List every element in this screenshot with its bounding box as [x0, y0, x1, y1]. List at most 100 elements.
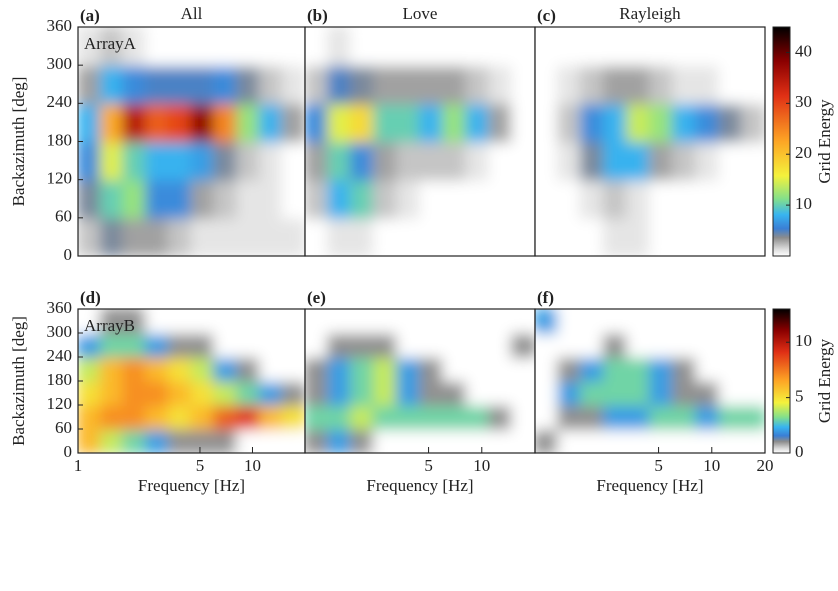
heatmap-cell: [535, 404, 559, 430]
heatmap-cell: [372, 404, 398, 430]
heatmap-cell: [99, 27, 125, 67]
heatmap-cell: [213, 380, 238, 406]
heatmap-cell: [535, 178, 559, 219]
heatmap-cell: [671, 332, 697, 358]
heatmap-cell: [122, 428, 147, 453]
heatmap-cell: [510, 216, 535, 256]
heatmap-cell: [281, 140, 305, 181]
heatmap-cell: [625, 140, 651, 181]
heatmap-cell: [258, 178, 284, 219]
heatmap-cell: [718, 27, 744, 67]
heatmap-cells: [535, 309, 765, 453]
heatmap-cell: [579, 404, 605, 430]
heatmap-cell: [649, 216, 675, 256]
heatmap-cell: [167, 216, 193, 256]
heatmap-cell: [695, 102, 721, 143]
heatmap-cell: [488, 27, 514, 67]
heatmap-cell: [305, 380, 329, 406]
heatmap-cell: [625, 216, 651, 256]
heatmap-cell: [281, 380, 305, 406]
heatmap-cell: [671, 102, 697, 143]
heatmap-cells: [305, 27, 535, 256]
heatmap-cell: [695, 140, 721, 181]
heatmap-cell: [281, 309, 305, 334]
heatmap-cell: [236, 356, 261, 382]
heatmap-area: [78, 309, 305, 453]
heatmap-cell: [718, 428, 744, 453]
heatmap-cell: [488, 64, 514, 105]
heatmap-cell: [488, 404, 514, 430]
heatmap-cell: [190, 428, 216, 453]
heatmap-cell: [649, 140, 675, 181]
heatmap-cell: [190, 102, 216, 143]
heatmap-cell: [395, 380, 421, 406]
heatmap-cell: [557, 102, 583, 143]
heatmap-cell: [740, 428, 765, 453]
heatmap-cell: [327, 309, 353, 334]
heatmap-cell: [740, 102, 765, 143]
heatmap-cell: [579, 309, 605, 334]
heatmap-cell: [236, 404, 261, 430]
y-tick-label: 360: [47, 16, 73, 35]
heatmap-cell: [671, 380, 697, 406]
heatmap-cell: [327, 216, 353, 256]
heatmap-cell: [441, 332, 467, 358]
heatmap-cell: [122, 356, 147, 382]
heatmap-cell: [535, 140, 559, 181]
heatmap-cell: [236, 64, 261, 105]
heatmap-cell: [258, 216, 284, 256]
heatmap-cell: [213, 216, 238, 256]
heatmap-cell: [465, 140, 491, 181]
colorbar-tick-label: 40: [795, 41, 812, 60]
heatmap-cell: [625, 309, 651, 334]
heatmap-cell: [510, 140, 535, 181]
heatmap-cell: [236, 332, 261, 358]
heatmap-cell: [649, 332, 675, 358]
heatmap-cell: [625, 428, 651, 453]
heatmap-cell: [671, 356, 697, 382]
heatmap-cell: [258, 428, 284, 453]
colorbar-tick-label: 20: [795, 143, 812, 162]
heatmap-cell: [510, 332, 535, 358]
colorbar-tick-label: 10: [795, 194, 812, 213]
heatmap-cell: [740, 380, 765, 406]
heatmap-cell: [213, 178, 238, 219]
heatmap-cell: [281, 332, 305, 358]
heatmap-cell: [557, 380, 583, 406]
heatmap-cell: [671, 140, 697, 181]
heatmap-cell: [213, 428, 238, 453]
heatmap-cell: [395, 102, 421, 143]
heatmap-cell: [441, 178, 467, 219]
heatmap-cell: [145, 102, 170, 143]
heatmap-cell: [671, 428, 697, 453]
y-tick-label: 360: [47, 298, 73, 317]
x-tick-label: 5: [424, 456, 433, 475]
panel-frame: [534, 26, 766, 257]
heatmap-cell: [78, 380, 102, 406]
heatmap-cell: [441, 64, 467, 105]
heatmap-cell: [122, 332, 147, 358]
heatmap-cell: [349, 309, 375, 334]
heatmap-cell: [441, 102, 467, 143]
heatmap-cell: [305, 102, 329, 143]
heatmap-cell: [441, 216, 467, 256]
heatmap-cell: [327, 64, 353, 105]
heatmap-cell: [535, 380, 559, 406]
y-tick-label: 120: [47, 169, 73, 188]
heatmap-cell: [99, 309, 125, 334]
panel-label: (f): [537, 288, 554, 307]
heatmap-cell: [122, 309, 147, 334]
heatmap-cell: [625, 332, 651, 358]
colorbar-tick-label: 5: [795, 387, 804, 406]
heatmap-cell: [579, 178, 605, 219]
heatmap-cell: [649, 356, 675, 382]
heatmap-cell: [671, 178, 697, 219]
heatmap-cell: [695, 380, 721, 406]
heatmap-cell: [145, 64, 170, 105]
heatmap-cell: [372, 178, 398, 219]
heatmap-cell: [190, 140, 216, 181]
heatmap-cell: [305, 428, 329, 453]
heatmap-cell: [305, 356, 329, 382]
heatmap-cell: [190, 309, 216, 334]
panel-label: (a): [80, 6, 100, 25]
